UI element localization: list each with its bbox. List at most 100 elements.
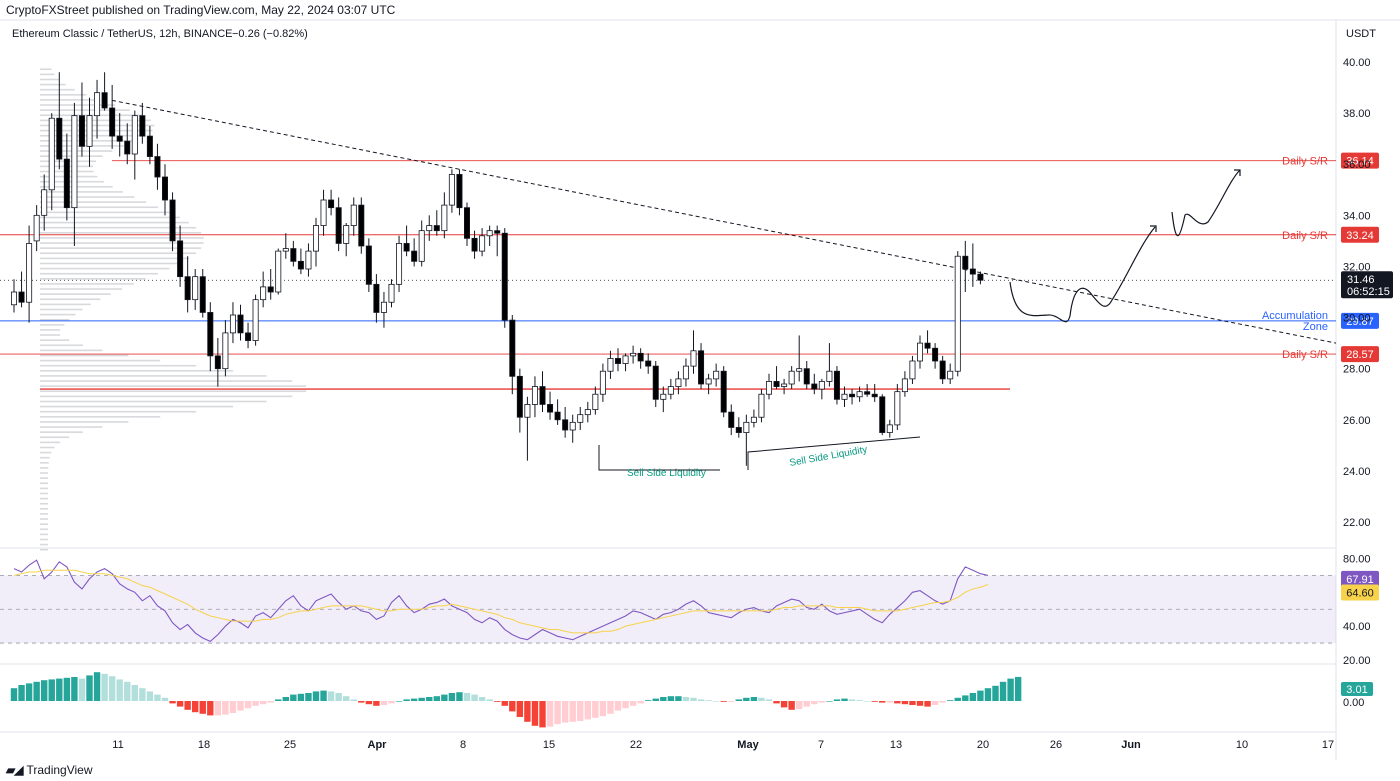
histogram-bar	[244, 701, 252, 709]
histogram-bar	[456, 692, 463, 701]
histogram-bar	[765, 699, 773, 701]
histogram-panel[interactable]: 3.010.00	[10, 672, 1373, 728]
candle-body	[690, 350, 697, 367]
profile-bar	[40, 155, 103, 157]
rsi-tick: 80.00	[1343, 553, 1371, 565]
profile-bar	[40, 359, 161, 362]
price-tick: 24.00	[1343, 466, 1371, 478]
level-price-text: 28.57	[1346, 349, 1374, 361]
price-tick: 34.00	[1343, 210, 1371, 222]
candle-body	[841, 393, 848, 400]
candle-body	[343, 225, 350, 244]
candle-body	[154, 156, 161, 178]
profile-bar	[40, 206, 159, 209]
histogram-bar	[939, 701, 946, 703]
currency-label[interactable]: USDT	[1346, 28, 1376, 40]
horizontal-levels[interactable]: 36.14 Daily S/R 33.24 Daily S/R 29.87 Accumul…	[0, 152, 1393, 390]
candle-body	[705, 378, 712, 385]
profile-bar	[40, 242, 204, 244]
symbol-legend[interactable]: Ethereum Classic / TetherUS, 12h, BINANC…	[12, 28, 233, 40]
annotation-label: Sell Side Liquidity	[627, 468, 706, 479]
candle-body	[275, 250, 282, 293]
time-axis[interactable]: 11 18 25 Apr 8 15 22 May 7 13 20 26 Jun 10 17	[112, 739, 1334, 751]
time-tick: 8	[460, 739, 466, 751]
candle-body	[728, 411, 735, 428]
candle-body	[18, 291, 25, 303]
histogram-bar	[569, 701, 576, 722]
candle-body	[139, 115, 146, 137]
histogram-bar	[350, 699, 357, 701]
trendline-drawings[interactable]	[111, 99, 1337, 344]
histogram-bar	[380, 701, 388, 705]
price-axis[interactable]: 22.00 24.00 26.00 28.00 30.00 32.00 34.00 36.00…	[1343, 57, 1371, 529]
histogram-bar	[486, 699, 493, 701]
histogram-bar	[796, 701, 803, 709]
candle-body	[962, 255, 969, 270]
candle-body	[509, 319, 516, 377]
candle-body	[607, 358, 614, 372]
profile-bar	[40, 349, 103, 352]
candle-body	[901, 378, 908, 393]
candle-body	[245, 332, 252, 341]
histogram-bar	[539, 701, 546, 728]
profile-bar	[40, 226, 197, 229]
profile-bar	[40, 472, 49, 474]
profile-bar	[40, 324, 65, 326]
histogram-bar	[259, 701, 267, 705]
time-tick: 10	[1236, 739, 1248, 751]
profile-bar	[40, 441, 61, 444]
candle-body	[864, 391, 871, 395]
candle-body	[479, 235, 486, 252]
candle-body	[773, 381, 780, 387]
profile-bar	[40, 508, 49, 510]
candle-body	[637, 352, 644, 362]
histogram-bar	[969, 693, 977, 701]
profile-bar	[40, 344, 83, 347]
histogram-bar	[811, 701, 818, 705]
profile-bar	[40, 456, 50, 459]
candle-body	[886, 424, 893, 433]
histogram-bar	[478, 697, 486, 701]
footer[interactable]: ▰◢ TradingView	[6, 763, 93, 777]
level-label: Daily S/R	[1282, 349, 1328, 361]
rsi-panel[interactable]: 67.91 64.60 80.00 40.00 20.00	[0, 553, 1379, 667]
profile-bar	[40, 293, 111, 295]
candle-body	[584, 409, 591, 416]
histogram-bar	[184, 701, 191, 710]
histogram-bar	[999, 681, 1007, 701]
candle-body	[849, 393, 856, 398]
histogram-bar	[637, 701, 644, 704]
profile-bar	[40, 267, 170, 270]
profile-bar	[40, 477, 49, 479]
histogram-bar	[222, 701, 229, 715]
profile-bar	[40, 252, 197, 255]
histogram-bar	[697, 699, 705, 701]
annotations[interactable]: Sell Side Liquidity Sell Side Liquidity	[598, 436, 921, 479]
histogram-bar	[584, 701, 591, 720]
profile-bar	[40, 380, 293, 382]
histogram-bar	[395, 701, 403, 702]
candle-body	[86, 115, 93, 147]
candle-body	[290, 248, 297, 262]
candle-body	[433, 225, 440, 232]
candle-body	[569, 421, 576, 431]
candles[interactable]	[10, 72, 984, 466]
arrow-head-icon	[1234, 169, 1241, 176]
profile-bar	[40, 257, 189, 260]
candle-body	[26, 243, 33, 303]
histogram-bar	[1007, 678, 1014, 701]
candle-body	[675, 378, 682, 387]
histogram-bar	[343, 696, 350, 701]
candle-body	[282, 248, 289, 252]
histogram-bar	[403, 699, 410, 701]
histogram-bar	[848, 699, 856, 701]
profile-bar	[40, 232, 202, 234]
candle-body	[418, 230, 425, 262]
profile-bar	[40, 431, 83, 433]
histogram-bar	[18, 685, 25, 701]
panel-separators	[0, 19, 1400, 760]
candle-body	[373, 283, 380, 313]
candle-body	[682, 365, 689, 380]
time-tick: 17	[1322, 739, 1334, 751]
